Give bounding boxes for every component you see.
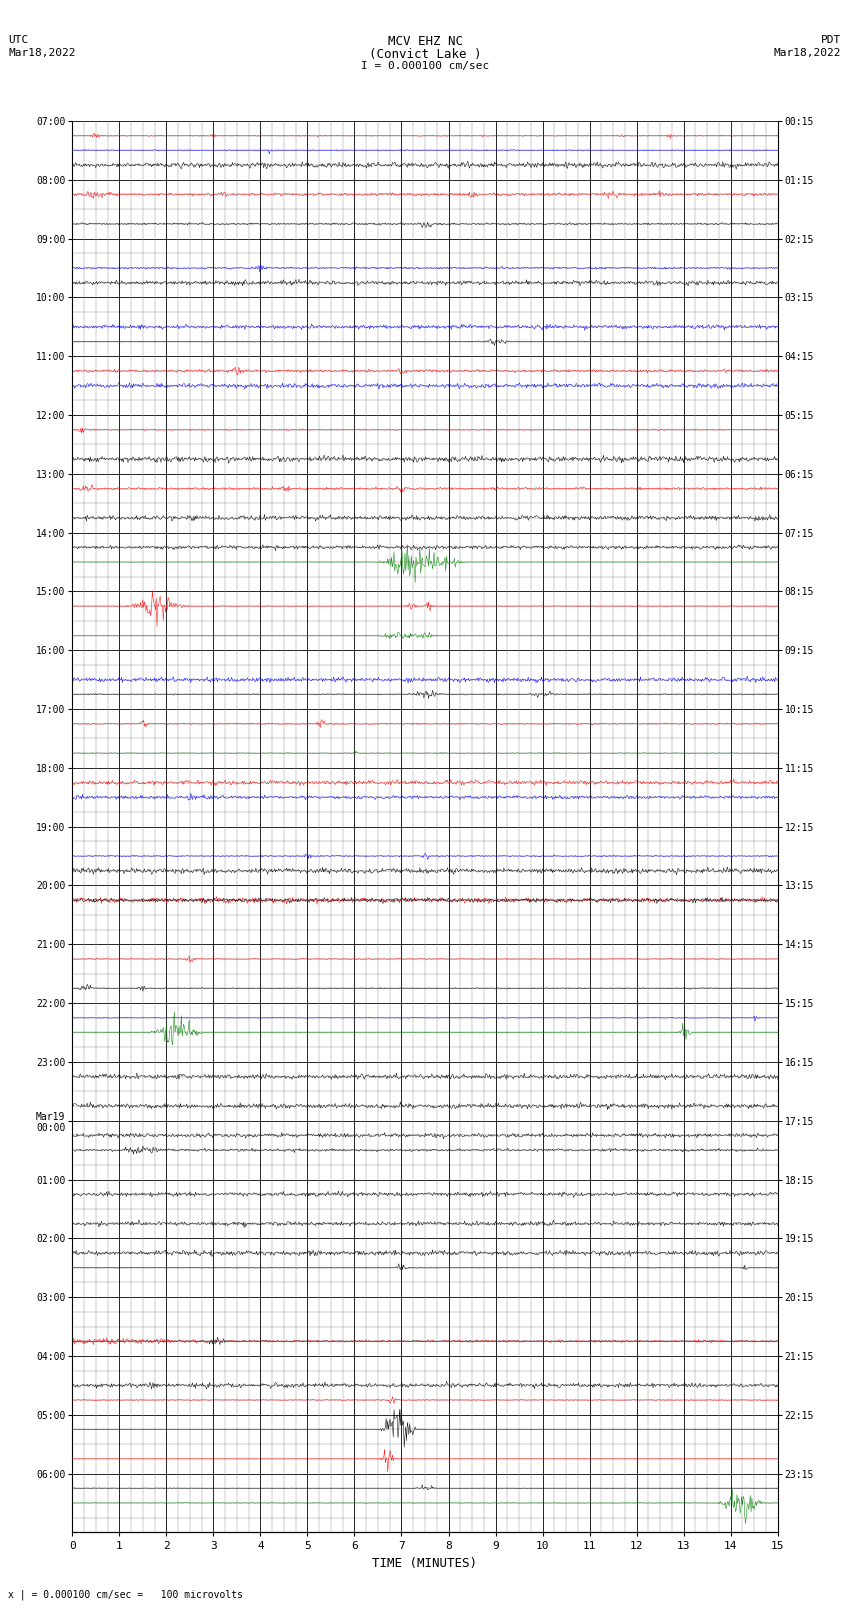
Text: Mar18,2022: Mar18,2022 (774, 48, 842, 58)
Text: (Convict Lake ): (Convict Lake ) (369, 48, 481, 61)
Text: MCV EHZ NC: MCV EHZ NC (388, 35, 462, 48)
X-axis label: TIME (MINUTES): TIME (MINUTES) (372, 1557, 478, 1569)
Text: PDT: PDT (821, 35, 842, 45)
Text: I = 0.000100 cm/sec: I = 0.000100 cm/sec (361, 61, 489, 71)
Text: UTC: UTC (8, 35, 29, 45)
Text: x | = 0.000100 cm/sec =   100 microvolts: x | = 0.000100 cm/sec = 100 microvolts (8, 1589, 243, 1600)
Text: Mar18,2022: Mar18,2022 (8, 48, 76, 58)
